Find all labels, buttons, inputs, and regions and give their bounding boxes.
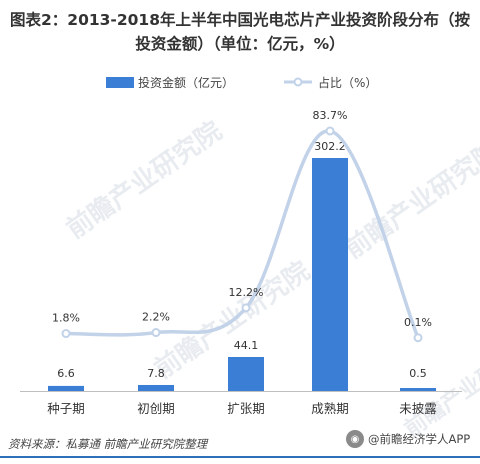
chart-title: 图表2：2013-2018年上半年中国光电芯片产业投资阶段分布（按 投资金额）（… bbox=[0, 8, 480, 56]
line-value-label-3: 12.2% bbox=[229, 286, 264, 299]
bar-value-label-1: 6.6 bbox=[57, 367, 75, 380]
bar-1 bbox=[48, 385, 84, 391]
chart-title-line-1: 图表2：2013-2018年上半年中国光电芯片产业投资阶段分布（按 bbox=[10, 11, 470, 29]
logo-mark-icon: ◉ bbox=[346, 430, 364, 448]
chart-title-line-2: 投资金额）（单位：亿元，%） bbox=[135, 35, 345, 53]
bar-3 bbox=[228, 356, 264, 391]
legend-label-line: 占比（%） bbox=[318, 75, 377, 90]
x-tick-label-3: 扩张期 bbox=[227, 401, 265, 416]
legend-swatch-bars bbox=[106, 77, 134, 88]
line-point-5 bbox=[413, 333, 423, 343]
bottom-rule bbox=[0, 456, 480, 458]
x-tick-label-2: 初创期 bbox=[137, 401, 175, 416]
bar-4 bbox=[312, 158, 348, 391]
bar-value-label-4: 302.2 bbox=[314, 140, 346, 153]
publisher-logo: ◉ @前瞻经济学人APP bbox=[346, 430, 470, 448]
bar-5 bbox=[400, 388, 436, 391]
legend-marker-line bbox=[293, 77, 303, 87]
line-point-1 bbox=[61, 329, 71, 339]
source-note: 资料来源：私募通 前瞻产业研究院整理 bbox=[8, 437, 208, 451]
line-value-label-1: 1.8% bbox=[52, 312, 80, 325]
x-tick-label-4: 成熟期 bbox=[311, 401, 349, 416]
line-value-label-4: 83.7% bbox=[313, 109, 348, 122]
logo-text: @前瞻经济学人APP bbox=[368, 432, 471, 446]
x-tick-label-5: 未披露 bbox=[399, 401, 437, 416]
line-point-3 bbox=[241, 303, 251, 313]
line-point-4 bbox=[325, 126, 335, 136]
bar-value-label-3: 44.1 bbox=[234, 339, 259, 352]
bar-value-label-5: 0.5 bbox=[409, 367, 427, 380]
legend-label-bars: 投资金额（亿元） bbox=[138, 75, 234, 90]
bar-2 bbox=[138, 384, 174, 391]
line-value-label-5: 0.1% bbox=[404, 316, 432, 329]
bar-value-label-2: 7.8 bbox=[147, 367, 165, 380]
x-tick-label-1: 种子期 bbox=[47, 401, 85, 416]
line-point-2 bbox=[151, 328, 161, 338]
legend: 投资金额（亿元） 占比（%） bbox=[106, 75, 377, 90]
line-series-share bbox=[65, 129, 420, 339]
line-value-label-2: 2.2% bbox=[142, 311, 170, 324]
